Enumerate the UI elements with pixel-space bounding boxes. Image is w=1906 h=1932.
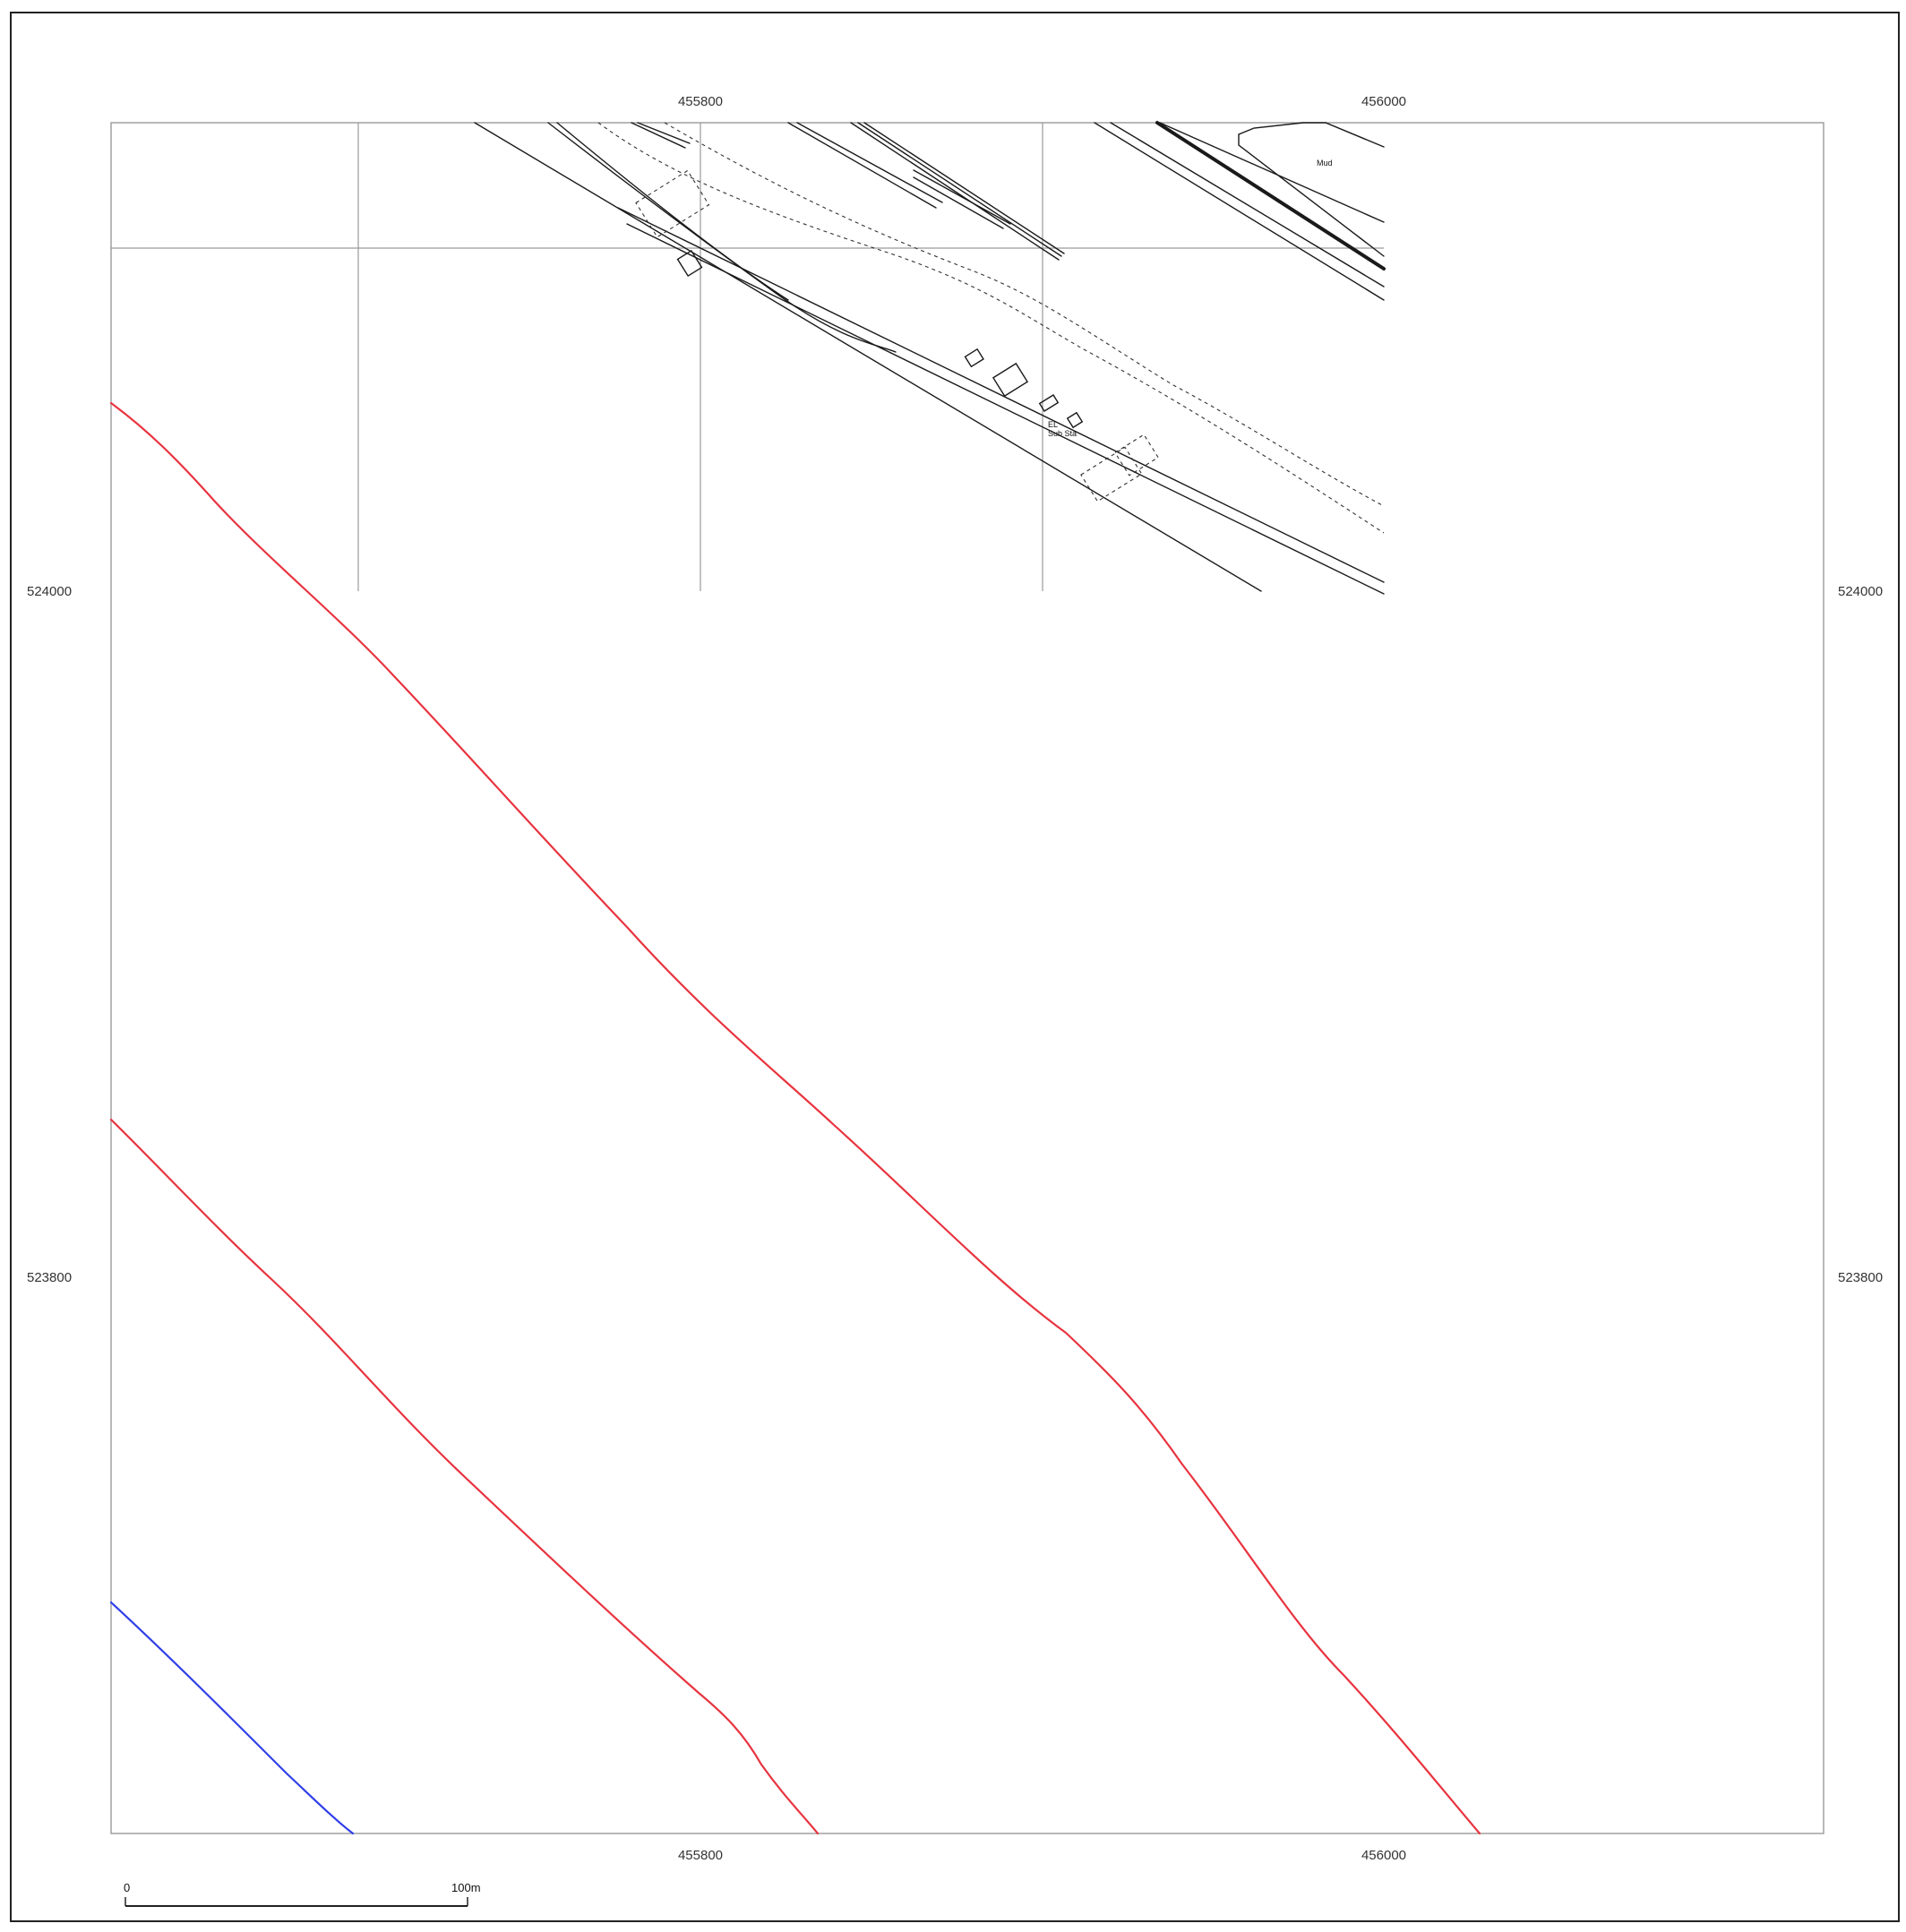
grid-lines [111,123,1384,591]
mud-label: Mud [1317,159,1333,167]
rail-track-12 [637,122,691,144]
rail-track-4 [787,122,937,209]
rail-track-8 [863,122,1065,254]
dashed-building-1 [635,169,710,238]
rail-track-2 [626,223,1385,595]
embankment-line-3 [1155,121,1386,270]
rail-track-6 [850,122,1060,261]
basemap-features [474,121,1386,595]
dashed-building-3 [1114,434,1159,477]
building-5 [1066,411,1084,429]
substation-label-line2: Sub Sta [1048,429,1077,438]
left-northing-523800: 523800 [27,1270,72,1285]
building-3 [992,362,1029,398]
rail-track-10 [913,169,1011,225]
rail-track-11 [631,122,686,149]
rail-curve-2 [556,122,789,301]
substation-label-line1: EL [1048,420,1058,429]
bottom-easting-456000: 456000 [1361,1848,1406,1863]
right-northing-523800: 523800 [1838,1270,1883,1285]
embankment-line-2 [1110,122,1385,288]
building-2 [964,348,984,368]
embankment-line-4 [1159,122,1385,223]
bottom-easting-455800: 455800 [678,1848,723,1863]
building-4 [1038,394,1060,412]
scale-bar-start-label: 0 [124,1881,130,1894]
outer-frame [10,12,1900,1922]
left-northing-524000: 524000 [27,584,72,599]
map-frame [110,122,1824,1834]
top-easting-455800: 455800 [678,94,723,109]
dashed-track-boundary-2 [664,122,1385,507]
rail-track-9 [913,176,1004,229]
scale-bar-end-label: 100m [451,1881,481,1894]
dashed-track-boundary-1 [597,122,1385,534]
contour-blue [109,1601,355,1835]
contour-red-upper [109,401,1481,1835]
top-easting-456000: 456000 [1361,94,1406,109]
embankment-line-1 [1094,122,1385,301]
rail-track-7 [857,122,1062,257]
dashed-building-2 [1080,446,1143,502]
rail-track-5 [796,122,943,203]
scale-bar: 0 100m [124,1881,481,1907]
right-northing-524000: 524000 [1838,584,1883,599]
mud-outline [1238,122,1385,257]
rail-track-1 [474,122,1262,592]
contour-lines [109,401,1481,1835]
contour-red-lower [109,1118,820,1835]
dashed-basemap-features [597,122,1385,534]
building-1 [676,249,703,278]
